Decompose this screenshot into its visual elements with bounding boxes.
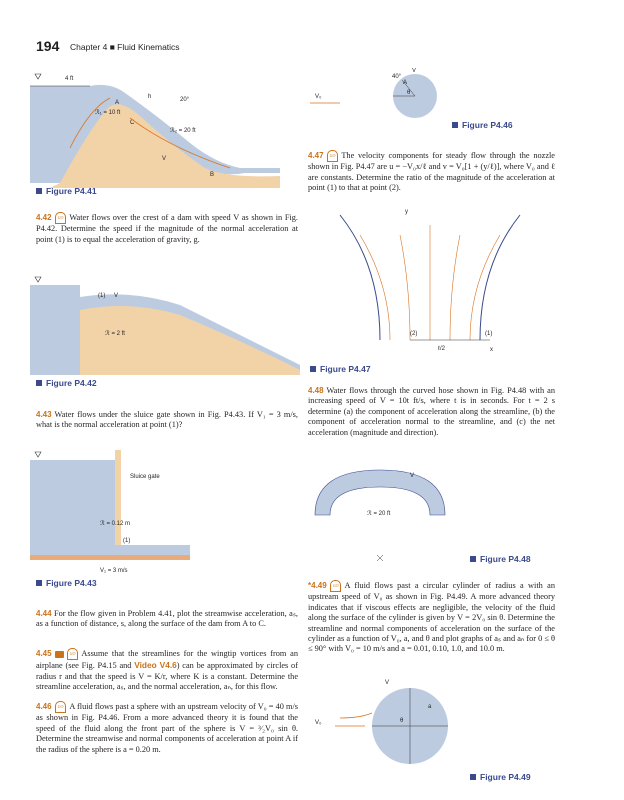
svg-text:V: V — [114, 293, 118, 299]
figure-p4-46: V₀ 40° A θ V — [310, 68, 437, 118]
chapter-title: Chapter 4 ■ Fluid Kinematics — [70, 42, 180, 52]
problem-4-43: 4.43 Water flows under the sluice gate s… — [36, 410, 298, 430]
svg-text:ℛ₂ = 20 ft: ℛ₂ = 20 ft — [170, 127, 196, 134]
svg-text:a: a — [428, 704, 432, 710]
problem-4-45: 4.45 GO Assume that the streamlines for th… — [36, 648, 298, 692]
figure-p4-43-caption: Figure P4.43 — [36, 578, 97, 588]
svg-text:4 ft: 4 ft — [65, 76, 74, 82]
svg-text:θ: θ — [400, 718, 404, 724]
problem-4-42: 4.42 GO Water flows over the crest of a da… — [36, 212, 298, 244]
figure-p4-41: 4 ft h 20° ℛ₁ = 10 ft ℛ₂ = 20 ft A B C V — [30, 73, 280, 188]
svg-text:ℛ₁ = 10 ft: ℛ₁ = 10 ft — [95, 109, 121, 116]
svg-text:C: C — [130, 120, 135, 126]
svg-text:V₀: V₀ — [315, 94, 322, 100]
video-icon[interactable] — [54, 650, 64, 658]
svg-text:Sluice gate: Sluice gate — [130, 474, 160, 480]
figure-p4-42: (1) V ℛ = 2 ft — [30, 276, 300, 375]
page-number: 194 — [36, 38, 60, 54]
svg-text:V: V — [162, 156, 166, 162]
problem-4-47: 4.47 GO The velocity components for steady… — [308, 150, 555, 193]
svg-text:V: V — [410, 473, 414, 479]
svg-text:V₀: V₀ — [315, 720, 322, 726]
svg-text:x: x — [490, 347, 493, 353]
figure-p4-47: y (2) (1) ℓ/2 x — [339, 209, 521, 353]
svg-text:ℛ = 0.12 m: ℛ = 0.12 m — [100, 520, 130, 527]
figure-p4-49-caption: Figure P4.49 — [470, 772, 531, 782]
svg-text:V₁ = 3 m/s: V₁ = 3 m/s — [100, 568, 128, 574]
figure-p4-47-caption: Figure P4.47 — [310, 364, 371, 374]
problem-4-49: *4.49 GO A fluid flows past a circular cyl… — [308, 580, 555, 654]
figure-p4-48-caption: Figure P4.48 — [470, 554, 531, 564]
svg-text:V: V — [412, 68, 416, 74]
svg-text:20°: 20° — [180, 97, 190, 103]
svg-text:(2): (2) — [410, 331, 417, 337]
svg-text:B: B — [210, 172, 214, 178]
figure-p4-49: V₀ V a θ — [315, 680, 448, 764]
svg-text:A: A — [403, 80, 407, 86]
svg-text:(1): (1) — [123, 538, 130, 544]
figure-p4-42-caption: Figure P4.42 — [36, 378, 97, 388]
svg-text:ℓ/2: ℓ/2 — [438, 345, 446, 352]
svg-text:(1): (1) — [485, 331, 492, 337]
svg-text:h: h — [148, 94, 151, 100]
svg-text:(1): (1) — [98, 293, 105, 299]
svg-text:A: A — [115, 100, 119, 106]
svg-text:ℛ = 2 ft: ℛ = 2 ft — [105, 330, 125, 337]
svg-text:θ: θ — [407, 90, 411, 96]
figure-p4-48: V ℛ = 20 ft — [314, 469, 446, 562]
svg-text:40°: 40° — [392, 74, 402, 80]
problem-4-44: 4.44 For the flow given in Problem 4.41,… — [36, 609, 298, 629]
problem-4-48: 4.48 Water flows through the curved hose… — [308, 386, 555, 437]
svg-text:y: y — [405, 209, 408, 215]
figure-p4-46-caption: Figure P4.46 — [452, 120, 513, 130]
svg-text:V: V — [385, 680, 389, 686]
figure-p4-43: Sluice gate ℛ = 0.12 m (1) V₁ = 3 m/s — [30, 450, 190, 574]
svg-text:ℛ = 20 ft: ℛ = 20 ft — [367, 510, 391, 517]
video-link[interactable]: Video V4.6 — [134, 660, 177, 671]
figure-p4-41-caption: Figure P4.41 — [36, 186, 97, 196]
problem-4-46: 4.46 GO A fluid flows past a sphere with a… — [36, 701, 298, 754]
